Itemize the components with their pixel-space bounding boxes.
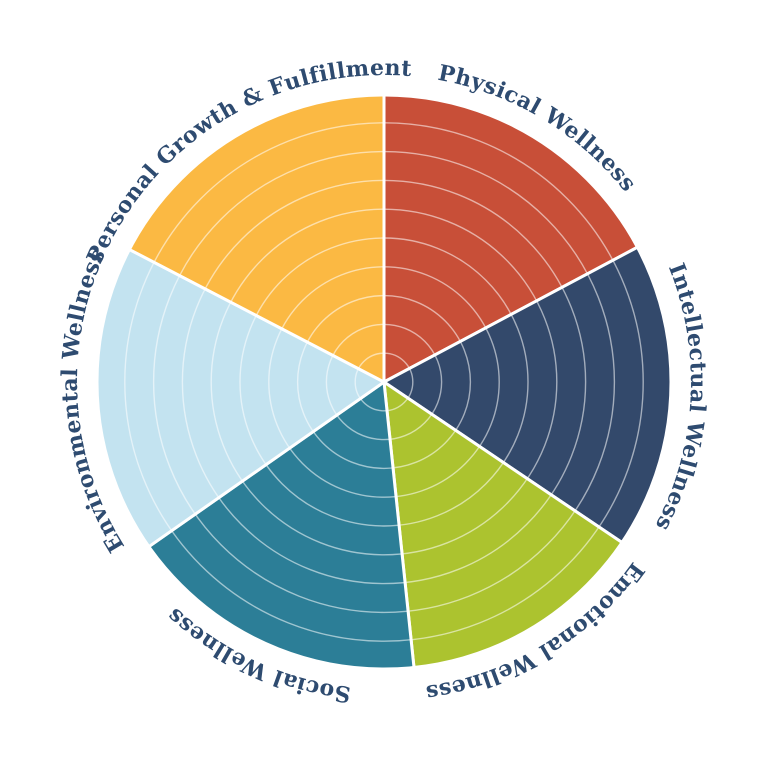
- ring-line: [268, 266, 500, 498]
- ring-line: [210, 208, 558, 556]
- ring-line: [152, 150, 616, 614]
- ring-line: [354, 352, 414, 412]
- ring-line: [325, 323, 443, 441]
- ring-line: [124, 122, 644, 642]
- outer-ring: [93, 91, 675, 673]
- ring-line: [181, 179, 587, 585]
- ring-line: [296, 294, 472, 470]
- ring-line: [239, 237, 529, 527]
